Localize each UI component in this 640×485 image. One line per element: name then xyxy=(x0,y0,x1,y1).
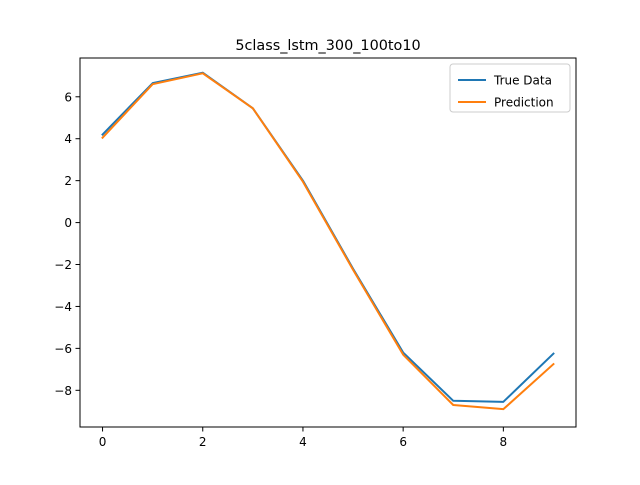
x-tick-label: 4 xyxy=(299,435,307,449)
legend-label-1: Prediction xyxy=(494,96,554,110)
y-tick-label: −6 xyxy=(54,342,72,356)
x-tick-label: 8 xyxy=(500,435,508,449)
legend-label-0: True Data xyxy=(493,74,552,88)
series-line-1 xyxy=(101,72,555,411)
y-tick-label: 6 xyxy=(64,90,72,104)
y-tick-label: 0 xyxy=(64,216,72,230)
plot-area: 0 2 4 6 8 −8 −6 −4 −2 0 2 4 6 True Data Prediction xyxy=(54,57,577,449)
legend-box xyxy=(449,63,571,113)
y-tick-label: 2 xyxy=(64,174,72,188)
y-tick-label: −2 xyxy=(54,258,72,272)
x-tick-label: 2 xyxy=(199,435,207,449)
axes-frame xyxy=(79,57,577,428)
y-tick-label: −4 xyxy=(54,300,72,314)
y-tick-label: 4 xyxy=(64,132,72,146)
x-tick-label: 6 xyxy=(399,435,407,449)
chart-title: 5class_lstm_300_100to10 xyxy=(235,38,420,54)
y-tick-label: −8 xyxy=(54,384,72,398)
x-tick-label: 0 xyxy=(99,435,107,449)
